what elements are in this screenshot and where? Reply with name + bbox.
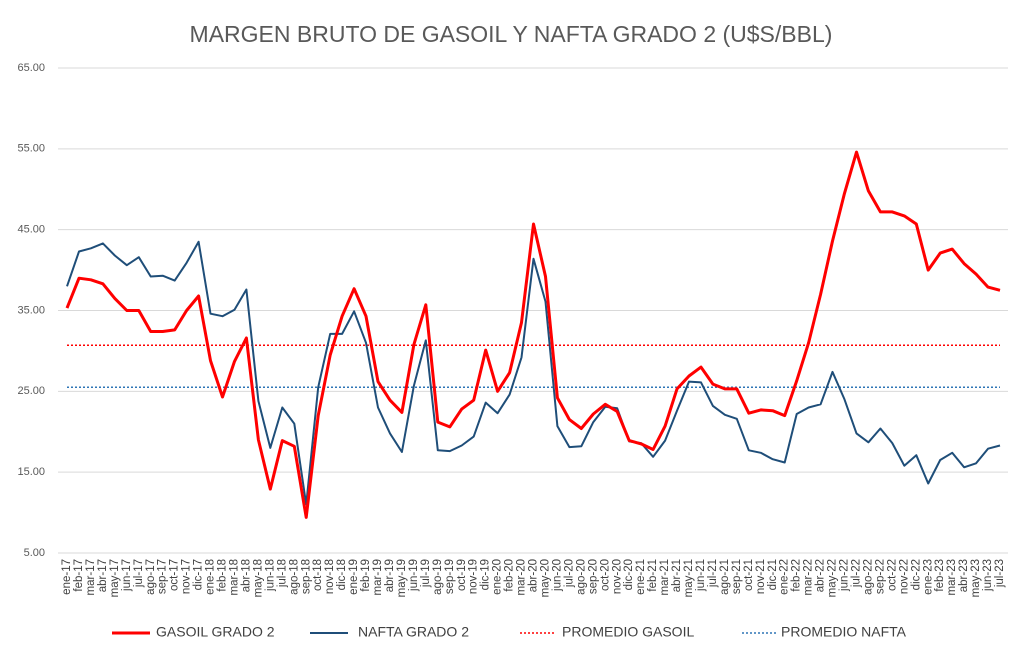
- x-tick-label: jul-18: [276, 559, 288, 588]
- x-tick-label: mar-19: [372, 559, 384, 595]
- x-tick-label: dic-20: [623, 559, 635, 590]
- x-tick-label: may-19: [396, 559, 408, 597]
- x-tick-label: feb-21: [647, 559, 659, 592]
- x-tick-label: dic-17: [193, 559, 205, 590]
- y-tick-label: 25.00: [17, 385, 45, 397]
- x-tick-label: jul-21: [707, 559, 719, 588]
- x-tick-label: dic-19: [480, 559, 492, 590]
- y-tick-label: 55.00: [17, 143, 45, 155]
- legend-label: PROMEDIO GASOIL: [562, 624, 694, 640]
- x-tick-label: mar-20: [516, 559, 528, 595]
- x-tick-label: ago-22: [862, 559, 874, 595]
- x-tick-label: oct-21: [743, 559, 755, 591]
- x-tick-label: mar-17: [85, 559, 97, 595]
- x-tick-label: dic-18: [336, 559, 348, 590]
- x-tick-label: ene-18: [205, 559, 217, 595]
- x-tick-label: ago-18: [288, 559, 300, 595]
- x-tick-label: sep-19: [444, 559, 456, 594]
- x-tick-label: nov-19: [468, 559, 480, 594]
- x-tick-label: feb-19: [360, 559, 372, 592]
- x-tick-label: feb-17: [73, 559, 85, 592]
- x-tick-label: jun-18: [264, 559, 276, 592]
- x-tick-label: ago-20: [575, 559, 587, 595]
- x-tick-label: nov-18: [324, 559, 336, 594]
- x-tick-label: nov-22: [898, 559, 910, 594]
- x-tick-label: jun-19: [408, 559, 420, 592]
- x-tick-label: dic-22: [910, 559, 922, 590]
- x-tick-label: sep-17: [157, 559, 169, 594]
- x-tick-label: jul-19: [420, 559, 432, 588]
- x-tick-label: oct-17: [169, 559, 181, 591]
- x-tick-label: may-20: [539, 559, 551, 597]
- y-tick-label: 65.00: [17, 62, 45, 74]
- x-tick-label: ago-21: [719, 559, 731, 595]
- x-tick-label: abr-23: [958, 559, 970, 592]
- x-tick-label: oct-19: [456, 559, 468, 591]
- x-tick-label: nov-17: [181, 559, 193, 594]
- x-tick-label: jun-17: [121, 559, 133, 592]
- x-tick-label: may-17: [109, 559, 121, 597]
- x-tick-label: jun-22: [839, 559, 851, 592]
- y-tick-label: 15.00: [17, 466, 45, 478]
- legend-label: GASOIL GRADO 2: [156, 624, 275, 640]
- x-tick-label: may-22: [827, 559, 839, 597]
- x-tick-label: abr-21: [671, 559, 683, 592]
- x-tick-label: ene-17: [61, 559, 73, 595]
- x-tick-label: nov-20: [611, 559, 623, 594]
- y-tick-label: 5.00: [24, 547, 45, 559]
- x-tick-label: ene-22: [779, 559, 791, 595]
- x-tick-label: mar-23: [946, 559, 958, 595]
- x-tick-label: jun-21: [695, 559, 707, 592]
- x-tick-label: jul-23: [994, 559, 1006, 588]
- x-tick-label: abr-17: [97, 559, 109, 592]
- x-tick-label: ago-17: [145, 559, 157, 595]
- x-tick-label: ene-20: [492, 559, 504, 595]
- y-tick-label: 35.00: [17, 304, 45, 316]
- y-tick-label: 45.00: [17, 224, 45, 236]
- x-tick-label: may-21: [683, 559, 695, 597]
- x-tick-label: sep-22: [874, 559, 886, 594]
- x-tick-label: oct-22: [886, 559, 898, 591]
- x-tick-label: feb-23: [934, 559, 946, 592]
- x-tick-label: jul-22: [850, 559, 862, 588]
- series-line: [66, 240, 1001, 506]
- chart-title: MARGEN BRUTO DE GASOIL Y NAFTA GRADO 2 (…: [190, 21, 833, 47]
- x-tick-label: mar-21: [659, 559, 671, 595]
- x-tick-label: oct-20: [599, 559, 611, 591]
- legend-label: NAFTA GRADO 2: [358, 624, 469, 640]
- x-tick-label: feb-22: [791, 559, 803, 592]
- x-tick-label: ene-19: [348, 559, 360, 595]
- x-tick-label: jul-20: [563, 559, 575, 588]
- x-tick-label: sep-18: [300, 559, 312, 594]
- x-tick-label: abr-20: [528, 559, 540, 592]
- x-tick-label: ene-21: [635, 559, 647, 595]
- x-tick-label: ago-19: [432, 559, 444, 595]
- x-tick-label: mar-22: [803, 559, 815, 595]
- x-tick-label: jun-20: [551, 559, 563, 592]
- x-tick-label: may-18: [252, 559, 264, 597]
- x-tick-label: ene-23: [922, 559, 934, 595]
- x-tick-label: dic-21: [767, 559, 779, 590]
- x-tick-label: feb-18: [217, 559, 229, 592]
- x-tick-label: abr-22: [815, 559, 827, 592]
- legend-label: PROMEDIO NAFTA: [781, 624, 907, 640]
- x-tick-label: jul-17: [133, 559, 145, 588]
- x-tick-label: oct-18: [312, 559, 324, 591]
- x-tick-label: nov-21: [755, 559, 767, 594]
- x-tick-label: sep-21: [731, 559, 743, 594]
- x-tick-label: sep-20: [587, 559, 599, 594]
- x-tick-label: mar-18: [228, 559, 240, 595]
- x-tick-label: feb-20: [504, 559, 516, 592]
- x-tick-label: may-23: [970, 559, 982, 597]
- x-tick-label: jun-23: [982, 559, 994, 592]
- x-tick-label: abr-18: [240, 559, 252, 592]
- x-tick-label: abr-19: [384, 559, 396, 592]
- series-line: [65, 150, 1001, 519]
